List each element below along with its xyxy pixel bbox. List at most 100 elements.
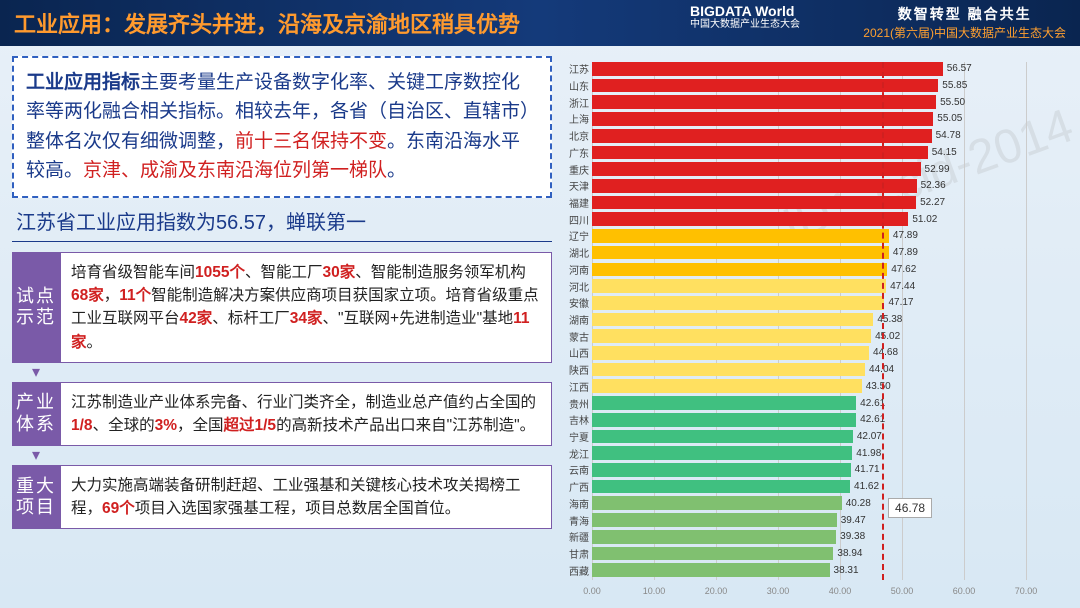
bar-label: 西藏 [562, 563, 592, 578]
bar-row: 宁夏42.07 [592, 430, 1026, 444]
bar [592, 563, 830, 577]
bar-row: 四川51.02 [592, 212, 1026, 226]
bar-row: 天津52.36 [592, 179, 1026, 193]
bar-value: 43.50 [866, 381, 891, 392]
bar-value: 39.47 [841, 515, 866, 526]
bar-value: 52.27 [920, 197, 945, 208]
bar [592, 129, 932, 143]
bar-label: 上海 [562, 111, 592, 126]
bar-label: 安徽 [562, 295, 592, 310]
bar [592, 62, 943, 76]
section-row: 重大项目大力实施高端装备研制赶超、工业强基和关键核心技术攻关揭榜工程，69个项目… [12, 465, 552, 530]
bar [592, 279, 886, 293]
bar [592, 79, 938, 93]
bar-row: 云南41.71 [592, 463, 1026, 477]
bar-row: 浙江55.50 [592, 95, 1026, 109]
bar-row: 北京54.78 [592, 129, 1026, 143]
bar-row: 贵州42.61 [592, 396, 1026, 410]
bar [592, 413, 856, 427]
bar-row: 西藏38.31 [592, 563, 1026, 577]
bar-value: 41.98 [856, 448, 881, 459]
bar-value: 41.62 [854, 481, 879, 492]
bar [592, 246, 889, 260]
bar-label: 陕西 [562, 362, 592, 377]
x-tick: 70.00 [1015, 586, 1038, 596]
bar-row: 湖北47.89 [592, 246, 1026, 260]
bar-label: 浙江 [562, 95, 592, 110]
x-tick: 50.00 [891, 586, 914, 596]
content: 工业应用指标主要考量生产设备数字化率、关键工序数控化率等两化融合相关指标。相较去… [0, 46, 1080, 608]
bar-chart: 0.0010.0020.0030.0040.0050.0060.0070.00江… [560, 56, 1068, 600]
bar-label: 吉林 [562, 412, 592, 427]
bar-value: 55.50 [940, 97, 965, 108]
bar-row: 湖南45.38 [592, 313, 1026, 327]
bar [592, 379, 862, 393]
x-tick: 30.00 [767, 586, 790, 596]
bar-label: 重庆 [562, 162, 592, 177]
bar-row: 河南47.62 [592, 263, 1026, 277]
bar-value: 40.28 [846, 498, 871, 509]
bar-label: 河北 [562, 279, 592, 294]
bar [592, 95, 936, 109]
section-tag: 重大项目 [12, 465, 60, 530]
bar-value: 47.44 [890, 281, 915, 292]
bar [592, 430, 853, 444]
bar-row: 广东54.15 [592, 146, 1026, 160]
bar-value: 45.02 [875, 331, 900, 342]
bar-label: 甘肃 [562, 546, 592, 561]
logo: BIGDATA World 中国大数据产业生态大会 [690, 4, 800, 30]
bar-label: 广西 [562, 479, 592, 494]
page-title: 工业应用：发展齐头并进，沿海及京渝地区稍具优势 [14, 7, 520, 39]
section-tag: 试点示范 [12, 252, 60, 363]
bar-row: 江苏56.57 [592, 62, 1026, 76]
description-lead: 工业应用指标 [26, 72, 140, 93]
section-body: 大力实施高端装备研制赶超、工业强基和关键核心技术攻关揭榜工程，69个项目入选国家… [60, 465, 552, 530]
bar-value: 38.31 [834, 565, 859, 576]
bar-label: 云南 [562, 462, 592, 477]
header-subtitle: 数智转型 融合共生 2021(第六届)中国大数据产业生态大会 [863, 4, 1066, 41]
bar-row: 辽宁47.89 [592, 229, 1026, 243]
bar [592, 547, 833, 561]
grid-line [1026, 62, 1027, 580]
bar-value: 52.36 [921, 180, 946, 191]
arrow-down-icon: ▾ [12, 450, 60, 463]
bar-label: 江西 [562, 379, 592, 394]
bar-label: 山东 [562, 78, 592, 93]
arrow-down-icon: ▾ [12, 367, 60, 380]
bar-value: 39.38 [840, 531, 865, 542]
bar-label: 山西 [562, 345, 592, 360]
bar-value: 51.02 [912, 214, 937, 225]
bar-row: 河北47.44 [592, 279, 1026, 293]
bar-value: 54.78 [936, 130, 961, 141]
bar-label: 蒙古 [562, 329, 592, 344]
bar-row: 重庆52.99 [592, 162, 1026, 176]
sub-title: 江苏省工业应用指数为56.57，蝉联第一 [12, 198, 552, 242]
bar-label: 江苏 [562, 61, 592, 76]
bar-row: 广西41.62 [592, 480, 1026, 494]
section-body: 江苏制造业产业体系完备、行业门类齐全，制造业总产值约占全国的1/8、全球的3%，… [60, 382, 552, 447]
header: 工业应用：发展齐头并进，沿海及京渝地区稍具优势 BIGDATA World 中国… [0, 0, 1080, 46]
bar-row: 山西44.68 [592, 346, 1026, 360]
bar [592, 196, 916, 210]
bar [592, 496, 842, 510]
description-box: 工业应用指标主要考量生产设备数字化率、关键工序数控化率等两化融合相关指标。相较去… [12, 56, 552, 198]
x-tick: 40.00 [829, 586, 852, 596]
bar-row: 蒙古45.02 [592, 329, 1026, 343]
bar-label: 广东 [562, 145, 592, 160]
bar [592, 329, 871, 343]
bar [592, 212, 908, 226]
bar-row: 青海39.47 [592, 513, 1026, 527]
bar-row: 江西43.50 [592, 379, 1026, 393]
bar-label: 湖北 [562, 245, 592, 260]
bar [592, 363, 865, 377]
bar-value: 55.85 [942, 80, 967, 91]
bar-label: 宁夏 [562, 429, 592, 444]
bar-label: 河南 [562, 262, 592, 277]
bar-label: 新疆 [562, 529, 592, 544]
bar-value: 47.62 [891, 264, 916, 275]
bar [592, 296, 884, 310]
bar [592, 446, 852, 460]
bar [592, 530, 836, 544]
bar-label: 海南 [562, 496, 592, 511]
bar [592, 513, 837, 527]
